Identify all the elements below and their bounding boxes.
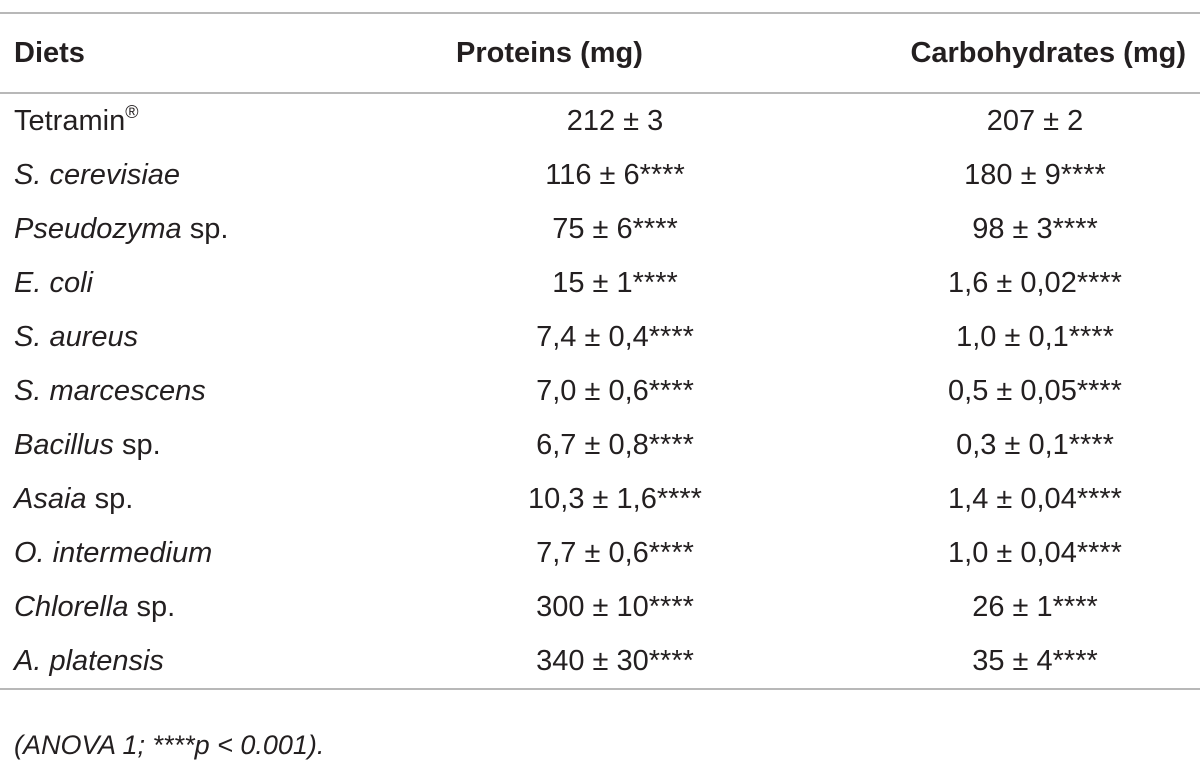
cell-diet: Chlorella sp.: [0, 580, 400, 634]
cell-carbohydrates: 35 ± 4****: [972, 644, 1098, 677]
cell-carbohydrates: 98 ± 3****: [972, 212, 1098, 245]
diet-name-italic: A. platensis: [14, 644, 164, 677]
cell-carbohydrates: 0,3 ± 0,1****: [956, 428, 1114, 461]
table-body: Tetramin® 212 ± 3 207 ± 2 S. cerevisiae 116 …: [0, 92, 1200, 688]
cell-diet: A. platensis: [0, 634, 400, 688]
cell-proteins: 7,0 ± 0,6****: [536, 374, 694, 407]
cell-proteins: 116 ± 6****: [545, 158, 685, 191]
cell-proteins: 6,7 ± 0,8****: [536, 428, 694, 461]
diet-name-italic: E. coli: [14, 266, 93, 299]
cell-proteins: 7,7 ± 0,6****: [536, 536, 694, 569]
cell-proteins: 300 ± 10****: [536, 590, 694, 623]
table-row: O. intermedium 7,7 ± 0,6**** 1,0 ± 0,04***…: [0, 526, 1200, 580]
table-row: Pseudozyma sp. 75 ± 6**** 98 ± 3****: [0, 202, 1200, 256]
cell-diet: Bacillus sp.: [0, 418, 400, 472]
table-header-rule: [0, 92, 1200, 94]
diet-name-plain: sp.: [128, 590, 176, 623]
cell-diet: Tetramin®: [0, 94, 400, 148]
table-row: S. marcescens 7,0 ± 0,6**** 0,5 ± 0,05****: [0, 364, 1200, 418]
table-row: E. coli 15 ± 1**** 1,6 ± 0,02****: [0, 256, 1200, 310]
diet-name-plain: sp.: [86, 482, 134, 515]
cell-diet: S. cerevisiae: [0, 148, 400, 202]
table-row: S. cerevisiae 116 ± 6**** 180 ± 9****: [0, 148, 1200, 202]
diet-name-italic: S. marcescens: [14, 374, 206, 407]
table-top-rule: [0, 12, 1200, 14]
diet-name-plain: sp.: [181, 212, 229, 245]
cell-diet: E. coli: [0, 256, 400, 310]
cell-proteins: 10,3 ± 1,6****: [528, 482, 702, 515]
table-footnote: (ANOVA 1; ****p < 0.001).: [14, 730, 325, 760]
cell-proteins: 7,4 ± 0,4****: [536, 320, 694, 353]
diet-name-italic: Asaia: [14, 482, 87, 515]
cell-proteins: 212 ± 3: [566, 104, 664, 137]
table-bottom-rule: [0, 688, 1200, 690]
cell-carbohydrates: 1,0 ± 0,04****: [948, 536, 1122, 569]
diet-name-plain: Tetramin: [14, 104, 126, 137]
table-row: A. platensis 340 ± 30**** 35 ± 4****: [0, 634, 1200, 688]
diet-name-italic: O. intermedium: [14, 536, 213, 569]
diet-name-italic: S. cerevisiae: [14, 158, 181, 191]
table-row: Chlorella sp. 300 ± 10**** 26 ± 1****: [0, 580, 1200, 634]
table-row: S. aureus 7,4 ± 0,4**** 1,0 ± 0,1****: [0, 310, 1200, 364]
table-row: Bacillus sp. 6,7 ± 0,8**** 0,3 ± 0,1****: [0, 418, 1200, 472]
cell-carbohydrates: 207 ± 2: [986, 104, 1084, 137]
cell-carbohydrates: 1,6 ± 0,02****: [948, 266, 1122, 299]
diet-name-italic: Bacillus: [14, 428, 114, 461]
header-diets: Diets: [14, 36, 85, 69]
diet-name-plain: sp.: [113, 428, 161, 461]
cell-proteins: 15 ± 1****: [552, 266, 678, 299]
cell-diet: S. marcescens: [0, 364, 400, 418]
cell-carbohydrates: 1,0 ± 0,1****: [956, 320, 1114, 353]
diet-name-italic: Chlorella: [14, 590, 129, 623]
cell-diet: O. intermedium: [0, 526, 400, 580]
table-row: Asaia sp. 10,3 ± 1,6**** 1,4 ± 0,04****: [0, 472, 1200, 526]
cell-carbohydrates: 26 ± 1****: [972, 590, 1098, 623]
registered-mark: ®: [125, 101, 139, 122]
diet-name-italic: Pseudozyma: [14, 212, 182, 245]
diet-composition-table: Diets Proteins (mg) Carbohydrates (mg) T…: [0, 14, 1200, 688]
table-row: Tetramin® 212 ± 3 207 ± 2: [0, 94, 1200, 148]
table-header-row: Diets Proteins (mg) Carbohydrates (mg): [0, 14, 1200, 92]
cell-diet: S. aureus: [0, 310, 400, 364]
header-carbohydrates: Carbohydrates (mg): [910, 36, 1186, 69]
cell-carbohydrates: 180 ± 9****: [964, 158, 1106, 191]
diet-name-italic: S. aureus: [14, 320, 139, 353]
data-table-container: Diets Proteins (mg) Carbohydrates (mg) T…: [0, 12, 1200, 690]
cell-carbohydrates: 0,5 ± 0,05****: [948, 374, 1122, 407]
cell-proteins: 340 ± 30****: [536, 644, 694, 677]
cell-diet: Asaia sp.: [0, 472, 400, 526]
header-proteins: Proteins (mg): [456, 36, 643, 69]
cell-carbohydrates: 1,4 ± 0,04****: [948, 482, 1122, 515]
cell-diet: Pseudozyma sp.: [0, 202, 400, 256]
cell-proteins: 75 ± 6****: [552, 212, 678, 245]
